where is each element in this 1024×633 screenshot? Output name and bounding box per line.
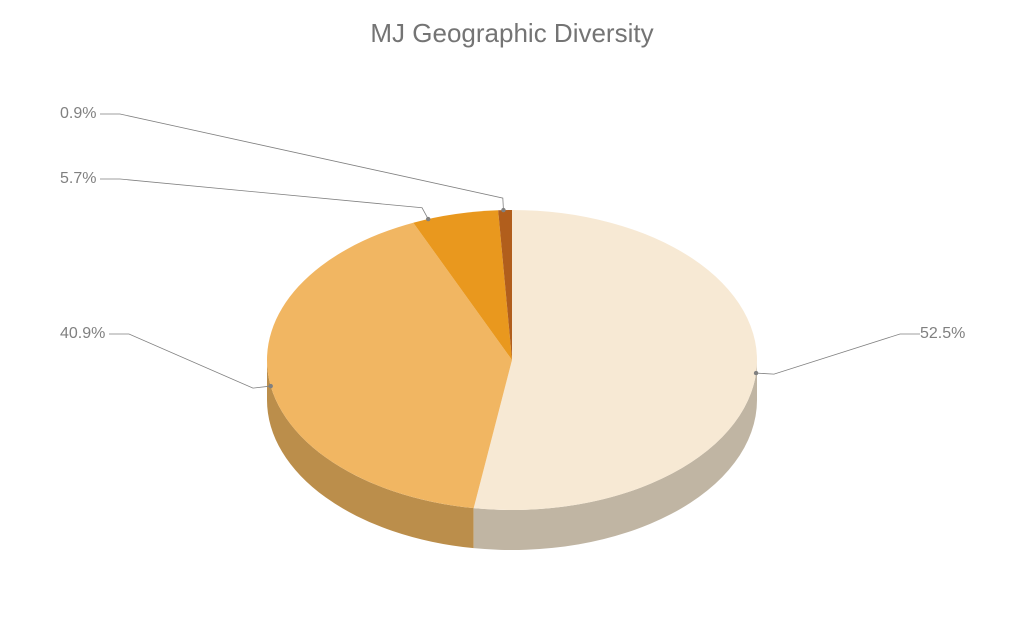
leader-dot	[501, 208, 505, 212]
chart-container: MJ Geographic Diversity 52.5%40.9%5.7%0.…	[0, 0, 1024, 633]
leader-dot	[426, 217, 430, 221]
leader-dot	[269, 384, 273, 388]
slice-label: 52.5%	[920, 325, 965, 343]
leader-line	[756, 334, 920, 374]
leader-line	[100, 114, 503, 210]
slice-label: 40.9%	[60, 325, 105, 343]
leader-line	[100, 179, 428, 219]
slice-label: 5.7%	[60, 170, 96, 188]
leader-dot	[754, 371, 758, 375]
slice-label: 0.9%	[60, 105, 96, 123]
pie-chart	[0, 0, 1024, 633]
leader-line	[109, 334, 271, 388]
